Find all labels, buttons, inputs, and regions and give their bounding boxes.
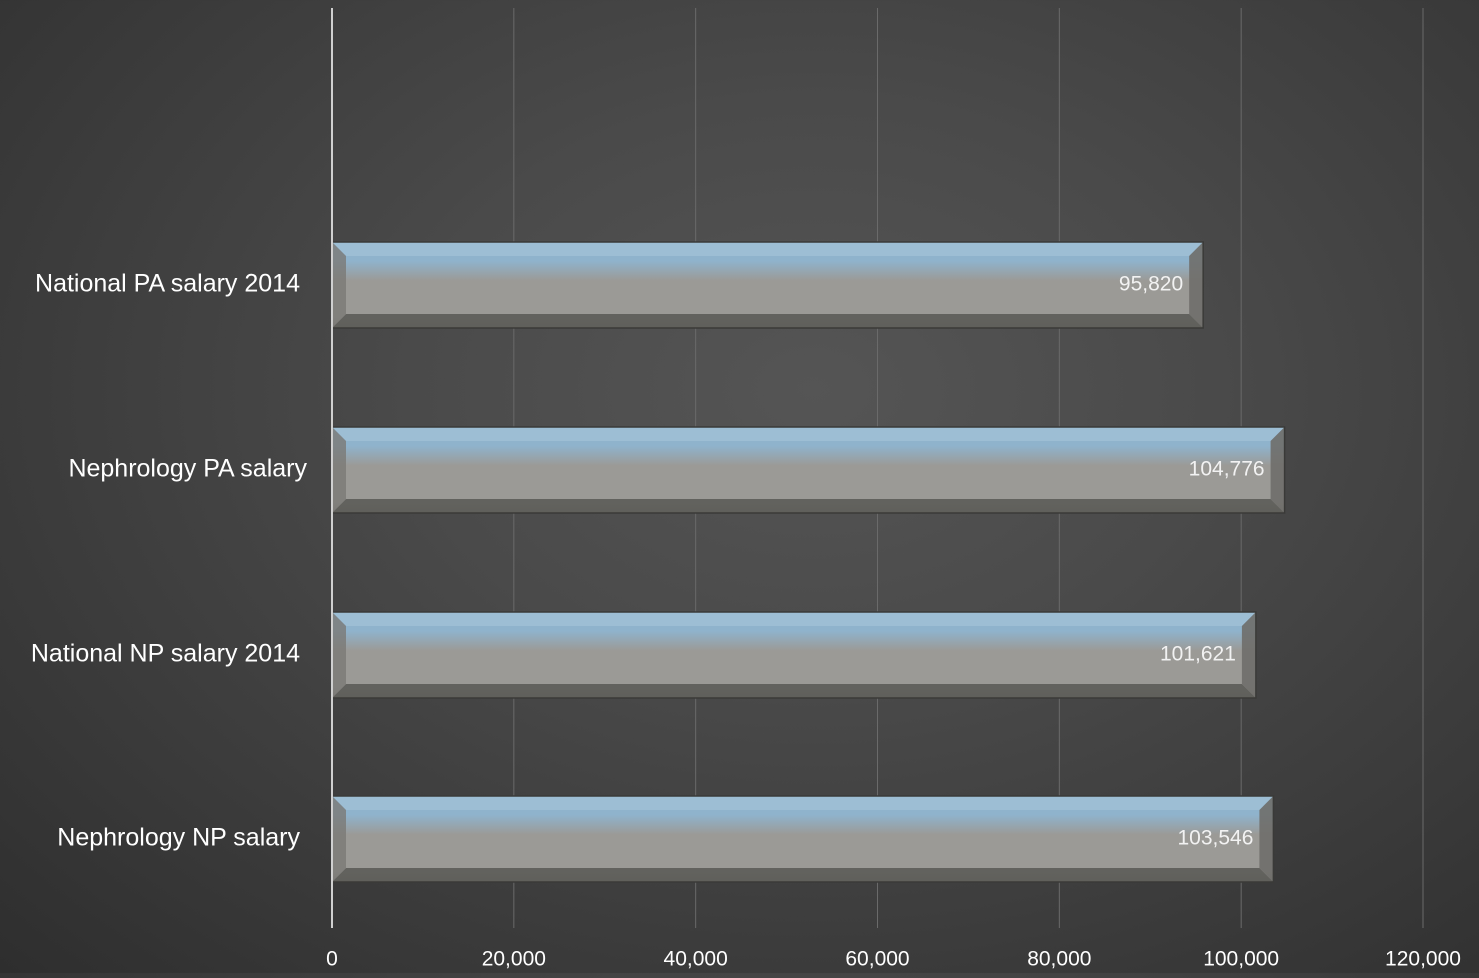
x-tick-label: 20,000: [482, 948, 546, 971]
x-tick-label: 40,000: [664, 948, 728, 971]
bar-bevel-top: [332, 612, 1256, 626]
bar-face: [332, 796, 1274, 882]
bar: [331, 426, 1286, 514]
bar-bevel-left: [332, 612, 346, 698]
bar-bevel-top: [332, 427, 1285, 441]
bar-bevel-right: [1259, 796, 1274, 882]
bar: [331, 241, 1204, 329]
bar-value-label: 104,776: [1189, 458, 1265, 481]
bar-bevel-bottom: [332, 314, 1204, 328]
x-tick-label: 0: [326, 948, 338, 971]
bars: [331, 241, 1286, 883]
bar-bevel-left: [332, 796, 346, 882]
bar-bevel-left: [332, 242, 346, 328]
bar: [331, 795, 1275, 883]
x-tick-label: 60,000: [845, 948, 909, 971]
bar-value-label: 103,546: [1177, 827, 1253, 850]
bar-bevel-top: [332, 242, 1204, 256]
bar: [331, 611, 1257, 699]
x-tick-label: 80,000: [1027, 948, 1091, 971]
bar-face: [332, 612, 1256, 698]
category-label: National PA salary 2014: [35, 270, 300, 298]
bar-face: [332, 242, 1204, 328]
bar-bevel-left: [332, 427, 346, 513]
bar-bevel-right: [1189, 242, 1204, 328]
bar-bevel-bottom: [332, 868, 1274, 882]
bar-face: [332, 427, 1285, 513]
category-label: Nephrology PA salary: [68, 455, 307, 483]
bar-bevel-right: [1270, 427, 1285, 513]
bar-bevel-top: [332, 796, 1274, 810]
x-tick-label: 120,000: [1385, 948, 1461, 971]
bar-value-label: 101,621: [1160, 643, 1236, 666]
bar-value-label: 95,820: [1119, 273, 1183, 296]
labels: 0 20,000 40,000 60,000 80,000 100,000 120,000 9…: [31, 270, 1461, 971]
category-label: Nephrology NP salary: [57, 824, 300, 852]
bar-bevel-bottom: [332, 499, 1285, 513]
bar-bevel-right: [1241, 612, 1256, 698]
x-tick-label: 100,000: [1203, 948, 1279, 971]
bar-bevel-bottom: [332, 684, 1256, 698]
category-label: National NP salary 2014: [31, 640, 300, 668]
